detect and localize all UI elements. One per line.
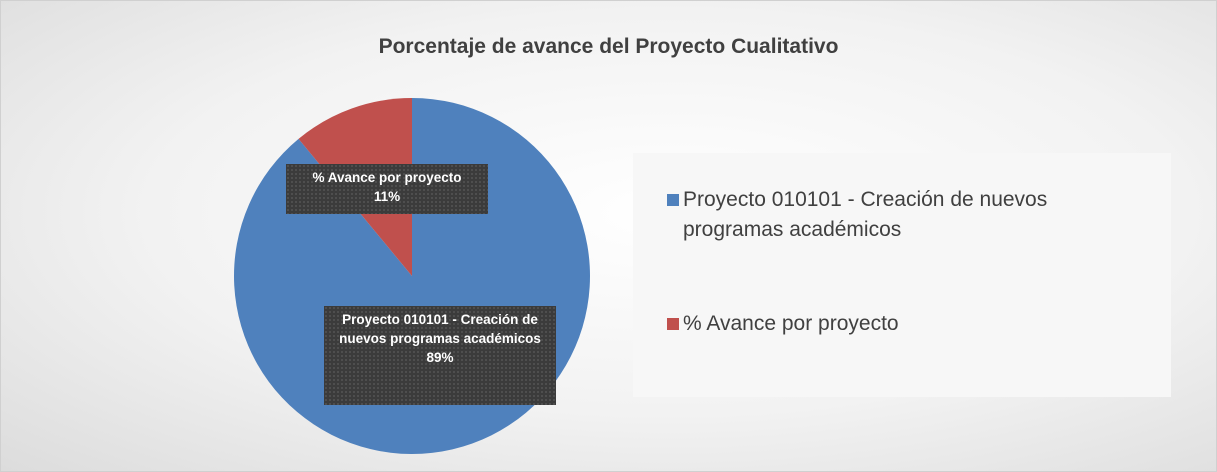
data-label-value: 89%: [426, 350, 454, 365]
data-label: % Avance por proyecto 11%: [286, 164, 488, 214]
legend: Proyecto 010101 - Creación de nuevos pro…: [633, 153, 1171, 397]
data-label: Proyecto 010101 - Creación de nuevos pro…: [324, 306, 556, 405]
legend-entry: % Avance por proyecto: [667, 309, 1143, 339]
data-label-name: % Avance por proyecto: [312, 170, 462, 185]
data-label-name: Proyecto 010101 - Creación de nuevos pro…: [339, 312, 541, 346]
legend-swatch: [667, 318, 679, 330]
legend-label: % Avance por proyecto: [683, 312, 899, 335]
chart-title: Porcentaje de avance del Proyecto Cualit…: [378, 35, 839, 58]
legend-label: Proyecto 010101 - Creación de nuevos pro…: [683, 188, 1048, 241]
legend-swatch: [667, 194, 679, 206]
legend-entry: Proyecto 010101 - Creación de nuevos pro…: [667, 185, 1143, 245]
data-label-value: 11%: [373, 189, 401, 204]
